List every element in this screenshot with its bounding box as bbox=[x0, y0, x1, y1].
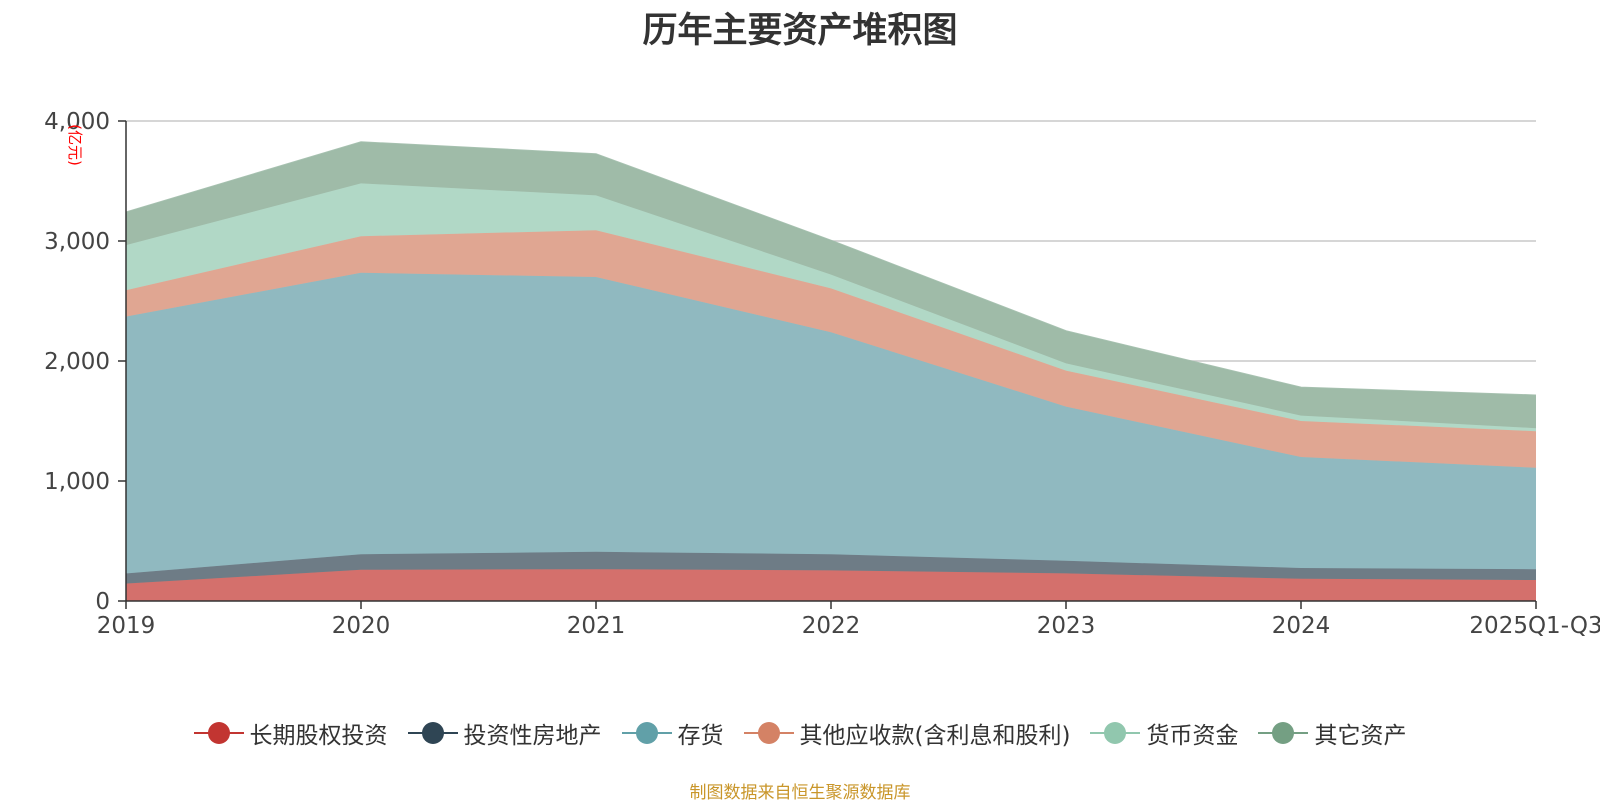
chart-title: 历年主要资产堆积图 bbox=[642, 11, 958, 51]
legend-item[interactable]: 其它资产 bbox=[1258, 716, 1406, 750]
y-axis-label: (亿元) bbox=[66, 124, 84, 166]
legend-label: 货币资金 bbox=[1146, 723, 1239, 749]
legend-label: 其他应收款(含利息和股利) bbox=[799, 723, 1071, 749]
y-tick-label: 3,000 bbox=[44, 229, 110, 255]
y-tick-label: 0 bbox=[95, 589, 110, 615]
legend-swatch-icon bbox=[621, 722, 672, 744]
legend-swatch-icon bbox=[743, 722, 794, 744]
area-series-1[interactable] bbox=[126, 551, 1536, 584]
x-tick-label: 2019 bbox=[97, 613, 156, 639]
x-tick-label: 2025Q1-Q3 bbox=[1469, 613, 1600, 639]
legend-label: 存货 bbox=[677, 723, 724, 749]
legend-label: 投资性房地产 bbox=[463, 723, 602, 749]
area-series-0[interactable] bbox=[126, 569, 1536, 601]
area-series-2[interactable] bbox=[126, 272, 1536, 574]
legend-label: 长期股权投资 bbox=[249, 723, 388, 749]
x-tick-label: 2023 bbox=[1037, 613, 1096, 639]
legend: 长期股权投资 投资性房地产 存货 其他应收款(含利息和股利) 货币资金 其它资产 bbox=[0, 716, 1600, 750]
legend-swatch-icon bbox=[1258, 722, 1309, 744]
legend-item[interactable]: 货币资金 bbox=[1090, 716, 1238, 750]
x-tick-label: 2024 bbox=[1272, 613, 1331, 639]
series-line-5 bbox=[125, 141, 1537, 396]
legend-item[interactable]: 存货 bbox=[621, 716, 724, 750]
y-tick-label: 4,000 bbox=[44, 109, 110, 135]
legend-swatch-icon bbox=[1090, 722, 1141, 744]
legend-swatch-icon bbox=[193, 722, 244, 744]
legend-item[interactable]: 投资性房地产 bbox=[407, 716, 602, 750]
y-tick-label: 2,000 bbox=[44, 349, 110, 375]
area-series-3[interactable] bbox=[126, 230, 1536, 468]
legend-label: 其它资产 bbox=[1314, 723, 1407, 749]
x-tick-label: 2020 bbox=[332, 613, 391, 639]
x-tick-label: 2021 bbox=[567, 613, 626, 639]
x-tick-label: 2022 bbox=[802, 613, 861, 639]
legend-item[interactable]: 长期股权投资 bbox=[193, 716, 388, 750]
y-tick-label: 1,000 bbox=[44, 469, 110, 495]
legend-swatch-icon bbox=[407, 722, 458, 744]
footer-source: 制图数据来自恒生聚源数据库 bbox=[689, 783, 911, 803]
legend-item[interactable]: 其他应收款(含利息和股利) bbox=[743, 716, 1071, 750]
